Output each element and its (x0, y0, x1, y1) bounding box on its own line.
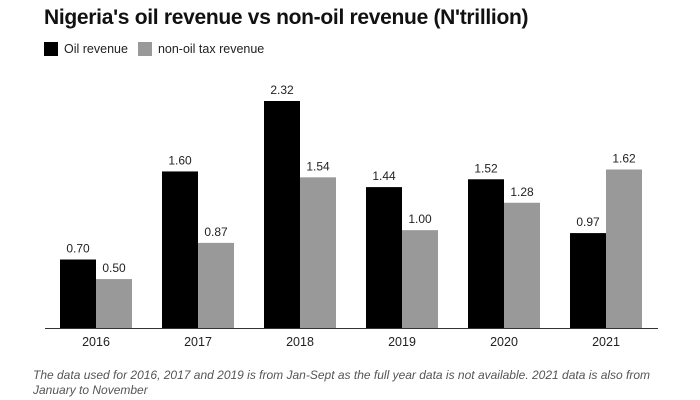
legend-swatch-oil (44, 42, 58, 56)
bar-oil-2016 (60, 259, 96, 328)
x-tick-label-2016: 2016 (82, 335, 110, 349)
legend: Oil revenue non-oil tax revenue (44, 42, 274, 56)
data-label-oil-2019: 1.44 (372, 169, 396, 183)
data-label-oil-2021: 0.97 (576, 215, 600, 229)
bar-oil-2017 (162, 171, 198, 328)
bar-non-oil-2019 (402, 230, 438, 328)
legend-swatch-non-oil (137, 42, 152, 56)
data-label-non-oil-2020: 1.28 (510, 185, 534, 199)
legend-label-non-oil: non-oil tax revenue (157, 42, 265, 56)
bar-oil-2018 (264, 101, 300, 328)
x-tick-label-2020: 2020 (490, 335, 518, 349)
legend-item-oil: Oil revenue (44, 42, 128, 56)
data-label-oil-2017: 1.60 (168, 153, 192, 167)
data-label-non-oil-2017: 0.87 (204, 225, 228, 239)
data-label-oil-2020: 1.52 (474, 161, 498, 175)
x-tick-label-2018: 2018 (286, 335, 314, 349)
bar-oil-2020 (468, 179, 504, 328)
bar-non-oil-2018 (300, 177, 336, 328)
legend-label-oil: Oil revenue (64, 42, 128, 56)
x-tick-label-2019: 2019 (388, 335, 416, 349)
chart-title: Nigeria's oil revenue vs non-oil revenue… (44, 6, 529, 29)
data-label-oil-2016: 0.70 (66, 242, 90, 256)
data-label-non-oil-2019: 1.00 (408, 212, 432, 226)
bar-non-oil-2021 (606, 169, 642, 328)
bar-non-oil-2016 (96, 279, 132, 328)
bar-non-oil-2020 (504, 202, 540, 328)
data-label-non-oil-2016: 0.50 (102, 261, 126, 275)
data-label-oil-2018: 2.32 (270, 83, 294, 97)
data-label-non-oil-2018: 1.54 (306, 159, 330, 173)
x-tick-label-2017: 2017 (184, 335, 212, 349)
data-label-non-oil-2021: 1.62 (612, 151, 636, 165)
bar-non-oil-2017 (198, 242, 234, 328)
bar-oil-2019 (366, 187, 402, 328)
bar-oil-2021 (570, 233, 606, 328)
x-tick-label-2021: 2021 (592, 335, 620, 349)
footnote: The data used for 2016, 2017 and 2019 is… (33, 368, 651, 397)
legend-item-non-oil: non-oil tax revenue (137, 42, 265, 56)
